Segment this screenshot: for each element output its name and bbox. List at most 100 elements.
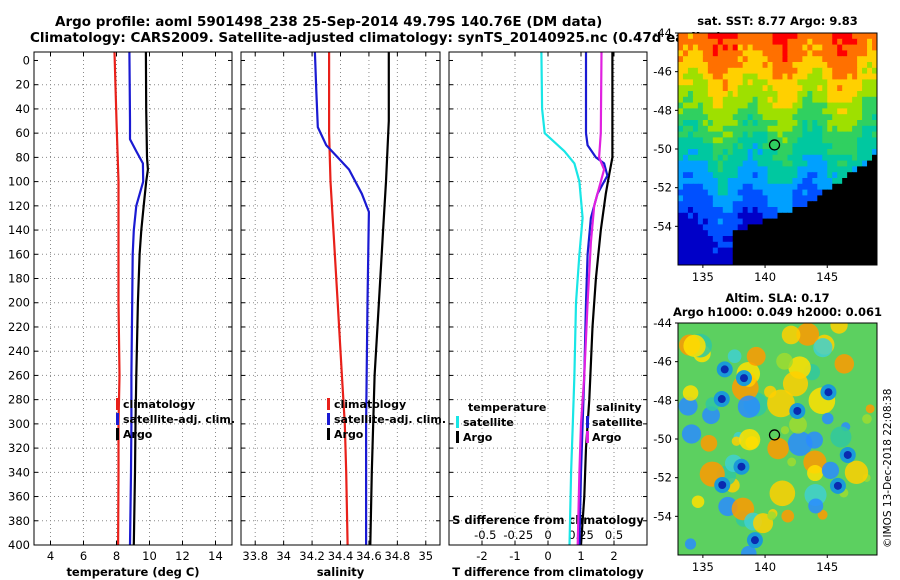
map-cell (802, 160, 808, 167)
map-cell (777, 201, 784, 208)
map-cell (702, 102, 709, 109)
map-cell (807, 183, 813, 191)
map-cell (722, 125, 729, 133)
map-cell (687, 212, 694, 220)
map-cell (777, 241, 784, 249)
map-cell (737, 38, 744, 46)
map-cell (857, 207, 863, 214)
map-cell (712, 149, 719, 156)
map-cell (722, 189, 729, 196)
map-cell (852, 247, 858, 254)
map-cell (782, 166, 789, 173)
map-cell (797, 73, 803, 80)
map-cell (727, 56, 734, 63)
map-cell (857, 137, 863, 144)
map-cell (867, 50, 873, 57)
map-cell (762, 247, 769, 254)
map-cell (797, 212, 803, 220)
figure-title-line1: Argo profile: aoml 5901498_238 25-Sep-20… (55, 14, 602, 30)
map-cell (722, 207, 729, 214)
map-cell (727, 207, 734, 214)
map-cell (772, 56, 779, 63)
map-cell (772, 96, 779, 104)
map-cell (712, 143, 719, 150)
map-cell (767, 79, 774, 86)
map-cell (772, 160, 779, 167)
map-cell (727, 189, 734, 196)
map-blob (720, 365, 729, 374)
map-cell (692, 143, 699, 150)
map-cell (872, 212, 877, 220)
map-cell (697, 241, 704, 249)
map-cell (707, 189, 714, 196)
map-cell (762, 259, 769, 265)
map-cell (692, 166, 699, 173)
map-cell (857, 114, 863, 121)
map-cell (797, 137, 803, 144)
map-cell (787, 230, 794, 237)
map-blob (737, 395, 761, 418)
map-cell (787, 166, 794, 173)
map-cell (787, 125, 794, 133)
map-cell (742, 207, 749, 214)
map-cell (702, 183, 709, 191)
map-blob (817, 509, 828, 520)
map-cell (777, 218, 784, 225)
map-cell (707, 85, 714, 92)
map-cell (812, 189, 818, 196)
map-cell (822, 143, 828, 150)
map-cell (817, 137, 823, 144)
map-cell (842, 154, 848, 162)
map-cell (782, 79, 789, 86)
map-cell (742, 96, 749, 104)
map-cell (678, 212, 684, 220)
argo-location-marker (768, 429, 781, 441)
map-cell (747, 154, 754, 162)
map-cell (857, 230, 863, 237)
map-cell (692, 44, 699, 51)
map-cell (782, 149, 789, 156)
map-cell (872, 241, 877, 249)
map-cell (732, 137, 739, 144)
y-tick-label: 180 (8, 272, 30, 286)
map-cell (687, 137, 694, 144)
map-cell (772, 120, 779, 127)
map-cell (822, 102, 828, 109)
map-blob (833, 481, 842, 490)
map-cell (812, 44, 818, 51)
map-cell (712, 62, 719, 69)
map-cell (678, 44, 684, 51)
map-cell (817, 114, 823, 121)
map-cell (797, 85, 803, 92)
map-cell (862, 241, 868, 249)
map-cell (812, 259, 818, 265)
map-cell (737, 56, 744, 63)
map-cell (678, 172, 684, 179)
map-cell (707, 183, 714, 191)
map-cell (752, 73, 759, 80)
map-cell (857, 108, 863, 115)
map-cell (747, 212, 754, 220)
map-cell (697, 38, 704, 46)
map-cell (807, 108, 813, 115)
map-cell (682, 131, 689, 138)
map-cell (772, 178, 779, 185)
map-cell (757, 56, 764, 63)
map-cell (792, 247, 798, 254)
map-cell (802, 241, 808, 249)
map-cell (787, 137, 794, 144)
map-cell (772, 50, 779, 57)
map-cell (777, 44, 784, 51)
map-cell (712, 236, 719, 243)
map-cell (857, 79, 863, 86)
map-cell (712, 241, 719, 249)
map-cell (782, 38, 789, 46)
map-cell (782, 160, 789, 167)
map-cell (802, 166, 808, 173)
map-cell (807, 178, 813, 185)
map-cell (712, 207, 719, 214)
map-cell (697, 73, 704, 80)
map-cell (837, 102, 843, 109)
map-cell (742, 50, 749, 57)
map-cell (867, 38, 873, 46)
